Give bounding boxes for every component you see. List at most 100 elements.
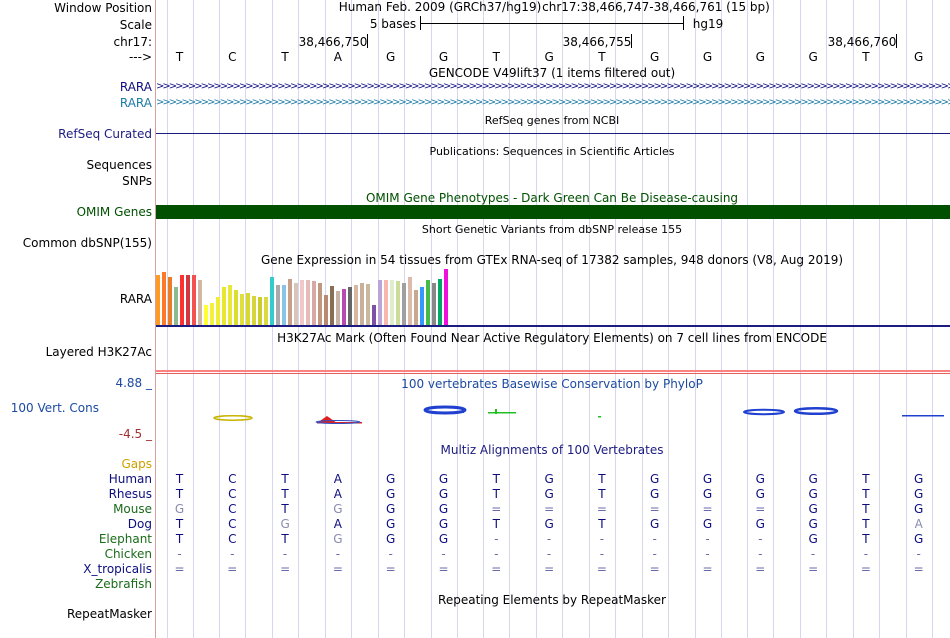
gtex-tissue-bar[interactable]: [192, 275, 196, 325]
gtex-tissue-bar[interactable]: [210, 303, 214, 325]
reference-base: G: [808, 50, 818, 64]
alignment-base: =: [332, 562, 343, 576]
gtex-tissue-bar[interactable]: [306, 280, 310, 325]
gtex-tissue-bar[interactable]: [354, 285, 358, 325]
gtex-tissue-bar[interactable]: [288, 279, 292, 325]
conservation-min-label: -4.5 _: [118, 427, 152, 441]
snps-label[interactable]: SNPs: [122, 174, 152, 188]
gtex-gene-line[interactable]: [156, 325, 950, 327]
gtex-tissue-bar[interactable]: [342, 289, 346, 325]
gtex-tissue-bar[interactable]: [156, 275, 160, 325]
gtex-tissue-bar[interactable]: [312, 281, 316, 325]
gtex-tissue-bar[interactable]: [426, 280, 430, 325]
gtex-tissue-bar[interactable]: [318, 283, 322, 325]
alignment-base: -: [388, 547, 393, 561]
gtex-tissue-bar[interactable]: [438, 279, 442, 325]
gtex-tissue-bar[interactable]: [168, 277, 172, 325]
alignment-base: G: [914, 472, 924, 486]
h3k27ac-signal-line[interactable]: [156, 370, 950, 372]
gtex-tissue-bar[interactable]: [300, 280, 304, 325]
gtex-tissue-bar[interactable]: [240, 294, 244, 325]
chromosome-label[interactable]: chr17:: [113, 35, 152, 49]
alignment-base: C: [228, 472, 237, 486]
multiz-track-title: Multiz Alignments of 100 Vertebrates: [440, 443, 664, 457]
sequences-label[interactable]: Sequences: [86, 158, 152, 172]
gtex-tissue-bar[interactable]: [174, 287, 178, 325]
gtex-expression-chart[interactable]: [156, 268, 950, 325]
gtex-tissue-bar[interactable]: [216, 297, 220, 325]
species-label-rhesus[interactable]: Rhesus: [108, 487, 152, 501]
gtex-tissue-bar[interactable]: [366, 284, 370, 325]
gtex-tissue-bar[interactable]: [270, 277, 274, 325]
gtex-tissue-bar[interactable]: [222, 287, 226, 325]
gtex-tissue-bar[interactable]: [432, 283, 436, 325]
strand-arrow-toggle[interactable]: --->: [128, 50, 152, 64]
species-label-mouse[interactable]: Mouse: [113, 502, 152, 516]
alignment-base: G: [755, 487, 765, 501]
gtex-tissue-bar[interactable]: [276, 285, 280, 325]
gencode-rara-label-2[interactable]: RARA: [119, 96, 152, 110]
gtex-tissue-bar[interactable]: [252, 296, 256, 325]
species-label-dog[interactable]: Dog: [127, 517, 152, 531]
omim-gene-bar[interactable]: [156, 205, 950, 219]
gtex-tissue-bar[interactable]: [384, 280, 388, 325]
repeatmasker-label[interactable]: RepeatMasker: [66, 607, 152, 621]
rara-gencode-transcript-2[interactable]: >>>>>>>>>>>>>>>>>>>>>>>>>>>>>>>>>>>>>>>>…: [156, 99, 950, 107]
species-label-x_tropicalis[interactable]: X_tropicalis: [83, 562, 152, 576]
alignment-base: G: [755, 517, 765, 531]
h3k27ac-signal-line-2[interactable]: [156, 373, 950, 374]
alignment-base: T: [598, 487, 606, 501]
omim-genes-label[interactable]: OMIM Genes: [76, 205, 152, 219]
gtex-tissue-bar[interactable]: [186, 275, 190, 325]
gtex-tissue-bar[interactable]: [234, 290, 238, 325]
species-label-chicken[interactable]: Chicken: [104, 547, 152, 561]
gtex-tissue-bar[interactable]: [360, 283, 364, 325]
gtex-tissue-bar[interactable]: [246, 293, 250, 325]
gtex-tissue-bar[interactable]: [180, 275, 184, 325]
gtex-tissue-bar[interactable]: [336, 291, 340, 325]
gtex-tissue-bar[interactable]: [324, 295, 328, 325]
coordinate-tick-2: 38,466,755: [562, 35, 632, 49]
gtex-tissue-bar[interactable]: [282, 285, 286, 325]
scale-label[interactable]: Scale: [119, 18, 152, 32]
alignment-base: =: [544, 502, 555, 516]
gtex-tissue-bar[interactable]: [348, 287, 352, 325]
rara-gencode-transcript-1[interactable]: >>>>>>>>>>>>>>>>>>>>>>>>>>>>>>>>>>>>>>>>…: [156, 83, 950, 91]
gtex-tissue-bar[interactable]: [258, 297, 262, 325]
gtex-tissue-bar[interactable]: [396, 281, 400, 325]
refseq-curated-label[interactable]: RefSeq Curated: [58, 127, 152, 141]
scale-bar-left-tick: [420, 16, 421, 30]
gtex-tissue-bar[interactable]: [228, 285, 232, 325]
gtex-tissue-bar[interactable]: [372, 305, 376, 325]
species-label-human[interactable]: Human: [108, 472, 152, 486]
conservation-base-t: [488, 412, 516, 414]
gtex-tissue-bar[interactable]: [414, 290, 418, 325]
gtex-tissue-bar[interactable]: [162, 272, 166, 325]
base-grid-line: [852, 0, 854, 638]
gtex-gene-label[interactable]: RARA: [119, 292, 152, 306]
h3k27ac-label[interactable]: Layered H3K27Ac: [45, 345, 152, 359]
gtex-tissue-bar[interactable]: [198, 280, 202, 325]
conservation-label[interactable]: 100 Vert. Cons: [10, 401, 99, 415]
gtex-tissue-bar[interactable]: [408, 277, 412, 325]
reference-base: G: [755, 50, 765, 64]
gtex-tissue-bar[interactable]: [330, 286, 334, 325]
gtex-tissue-bar[interactable]: [264, 297, 268, 325]
dbsnp-label[interactable]: Common dbSNP(155): [22, 236, 152, 250]
refseq-gene-line[interactable]: [156, 133, 950, 134]
reference-base: A: [333, 50, 342, 64]
gtex-tissue-bar[interactable]: [294, 283, 298, 325]
gtex-tissue-bar[interactable]: [378, 280, 382, 325]
gtex-tissue-bar[interactable]: [204, 305, 208, 325]
gtex-tissue-bar[interactable]: [420, 287, 424, 325]
species-label-zebrafish[interactable]: Zebrafish: [95, 577, 152, 591]
gencode-rara-label[interactable]: RARA: [119, 80, 152, 94]
species-label-elephant[interactable]: Elephant: [98, 532, 152, 546]
window-position-label[interactable]: Window Position: [54, 1, 152, 15]
conservation-max-label: 4.88 _: [115, 376, 152, 390]
gtex-tissue-bar[interactable]: [390, 280, 394, 325]
gtex-tissue-bar[interactable]: [402, 283, 406, 325]
track-area[interactable]: Human Feb. 2009 (GRCh37/hg19) chr17:38,4…: [156, 0, 950, 638]
base-grid-line: [747, 0, 749, 638]
gtex-tissue-bar[interactable]: [444, 269, 448, 325]
